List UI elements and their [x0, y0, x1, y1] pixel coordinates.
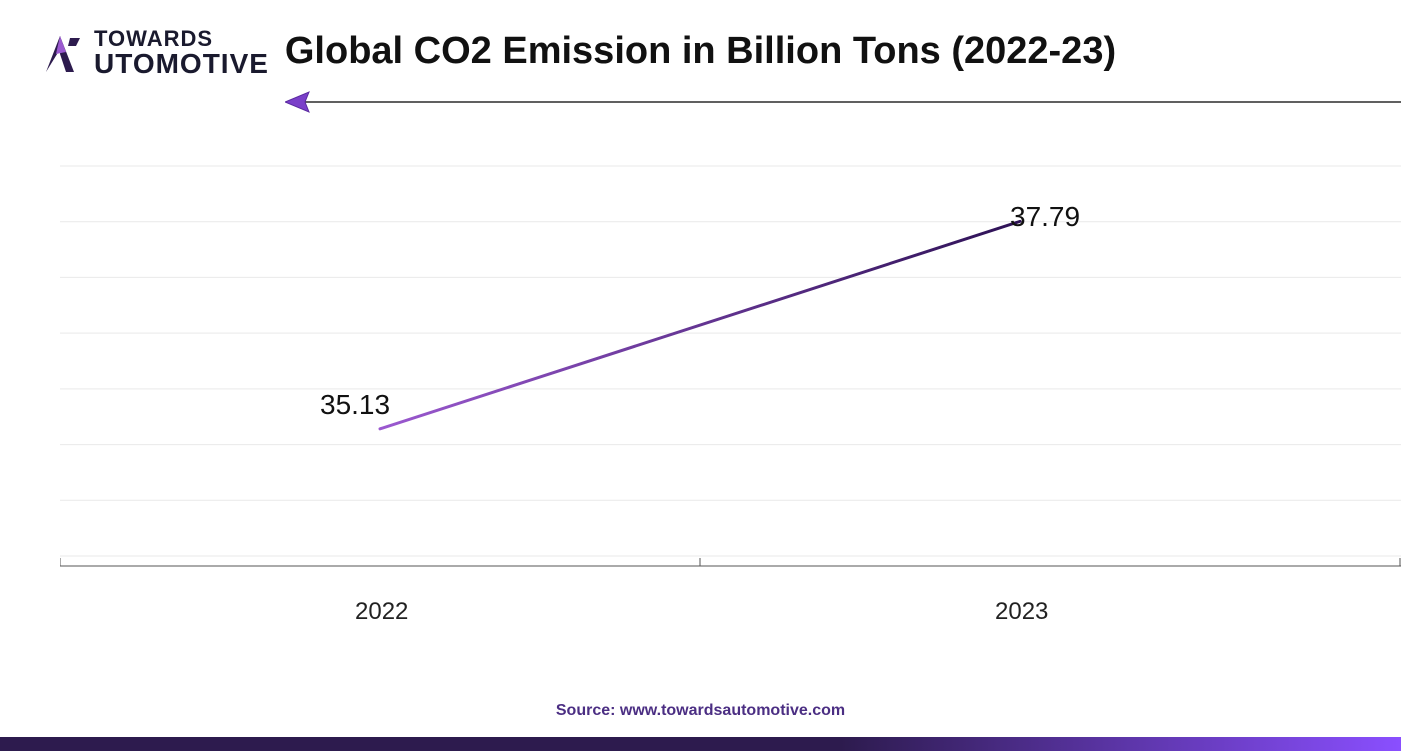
- source-text: Source: www.towardsautomotive.com: [0, 702, 1401, 720]
- data-label-1: 37.79: [1010, 201, 1080, 233]
- data-label-0: 35.13: [320, 389, 390, 421]
- decorative-arrow: [285, 90, 1401, 114]
- x-axis-label-1: 2023: [995, 598, 1048, 626]
- emission-line-chart: 2022 2023 35.13 37.79: [60, 150, 1401, 590]
- footer-accent-bar: [0, 737, 1401, 751]
- chart-svg: [60, 150, 1401, 590]
- chart-title: Global CO2 Emission in Billion Tons (202…: [0, 30, 1401, 73]
- page-root: TOWARDS UTOMOTIVE Global CO2 Emission in…: [0, 0, 1401, 751]
- x-axis-label-0: 2022: [355, 598, 408, 626]
